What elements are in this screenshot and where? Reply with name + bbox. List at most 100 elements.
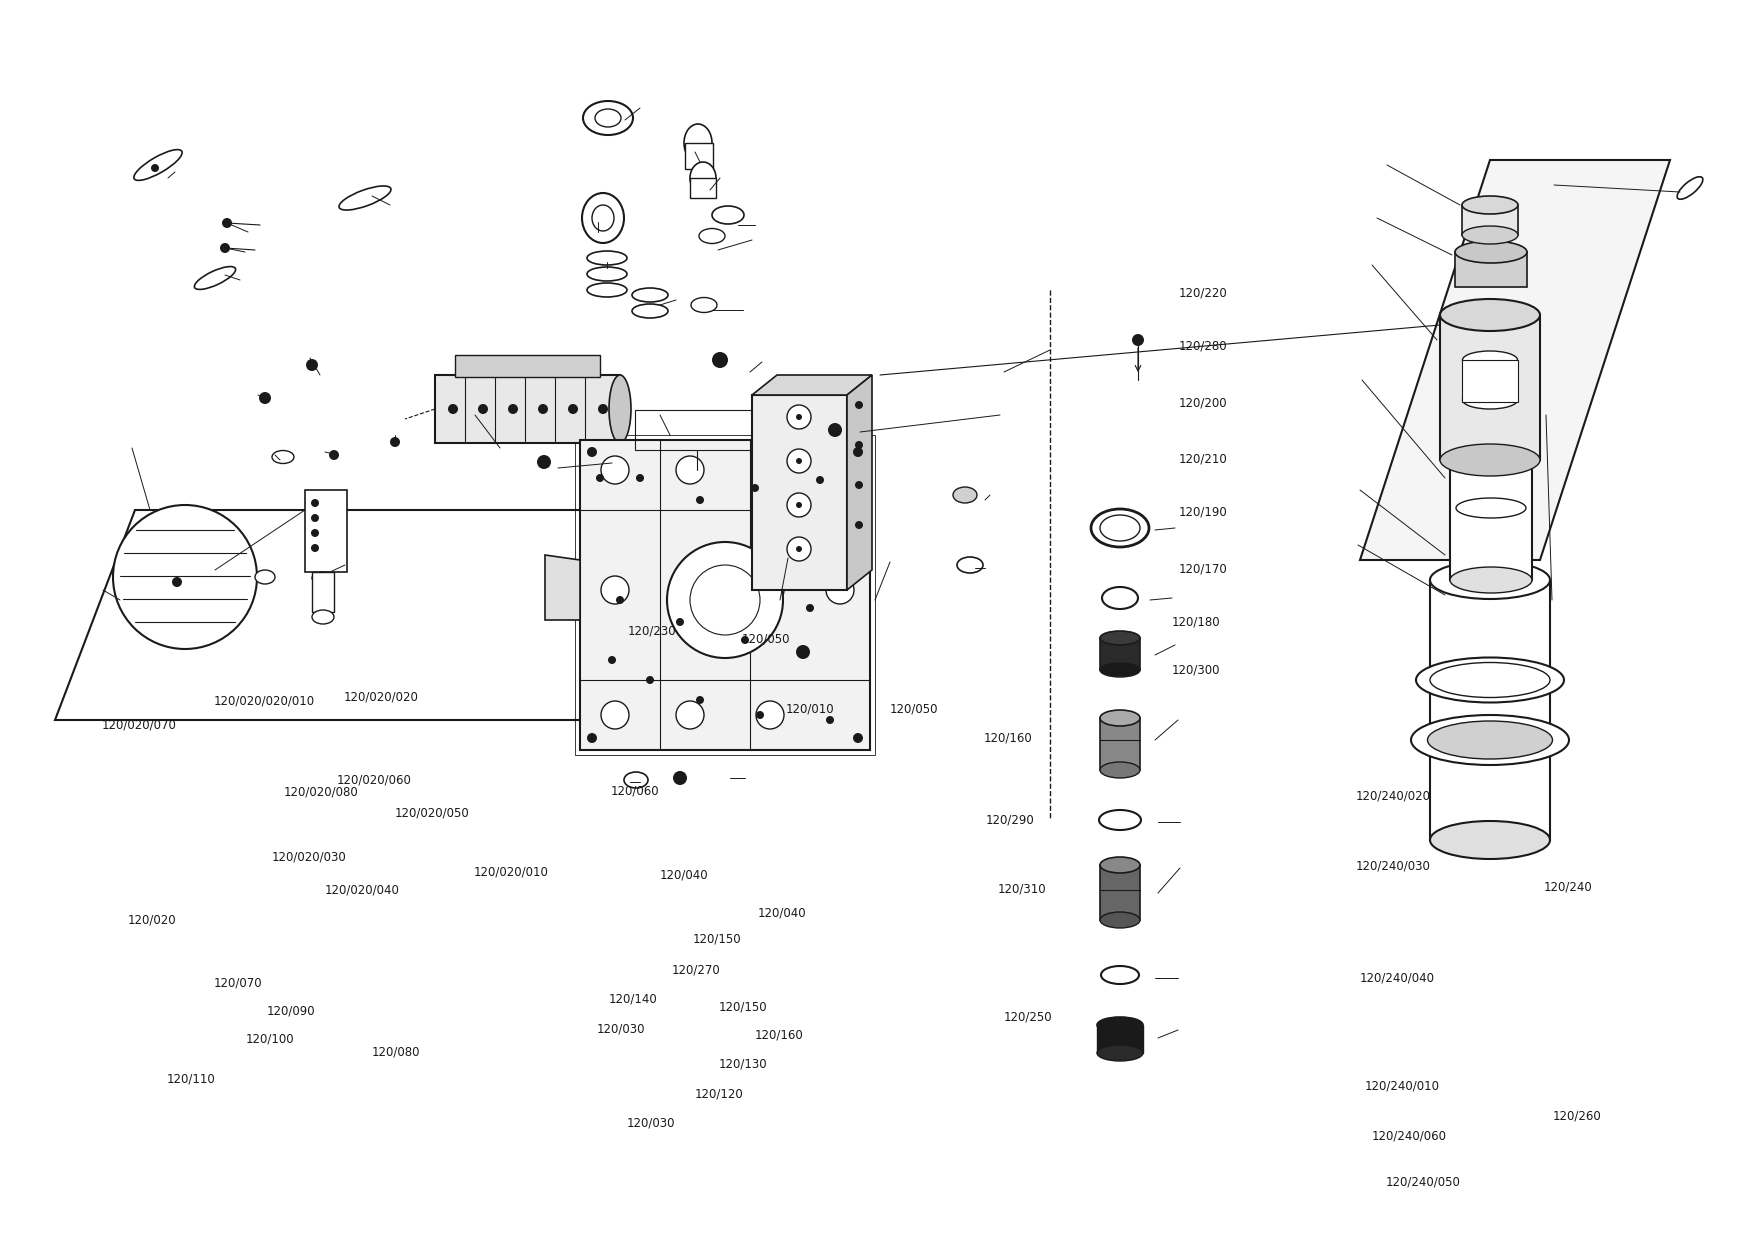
- Ellipse shape: [1100, 515, 1140, 541]
- Text: 120/040: 120/040: [758, 906, 807, 919]
- Ellipse shape: [1100, 857, 1140, 873]
- Ellipse shape: [1100, 663, 1140, 677]
- Ellipse shape: [1100, 763, 1140, 777]
- Polygon shape: [581, 440, 870, 750]
- Circle shape: [852, 446, 863, 458]
- Circle shape: [112, 505, 258, 649]
- Bar: [1100, 639, 1140, 670]
- Circle shape: [172, 577, 182, 587]
- Ellipse shape: [1677, 177, 1703, 200]
- Circle shape: [310, 515, 319, 522]
- Circle shape: [751, 484, 759, 492]
- Bar: [312, 572, 333, 613]
- Circle shape: [675, 577, 703, 604]
- Circle shape: [537, 455, 551, 469]
- Circle shape: [756, 711, 765, 719]
- Circle shape: [602, 701, 630, 729]
- Text: 120/020/020: 120/020/020: [344, 691, 419, 703]
- Circle shape: [788, 494, 810, 517]
- Ellipse shape: [1428, 720, 1552, 759]
- Text: 120/210: 120/210: [1179, 453, 1228, 465]
- Text: 120/310: 120/310: [998, 883, 1047, 895]
- Ellipse shape: [1463, 391, 1517, 409]
- Polygon shape: [847, 374, 872, 590]
- Text: 120/040: 120/040: [660, 869, 709, 882]
- Text: 120/240/010: 120/240/010: [1365, 1080, 1440, 1092]
- Bar: [1463, 360, 1517, 402]
- Text: 120/280: 120/280: [1179, 340, 1228, 352]
- Text: 120/140: 120/140: [609, 993, 658, 1006]
- Bar: [1100, 718, 1140, 770]
- Circle shape: [509, 404, 517, 414]
- Circle shape: [588, 733, 596, 743]
- Text: 120/050: 120/050: [889, 703, 938, 715]
- Text: 120/160: 120/160: [754, 1029, 803, 1042]
- Circle shape: [310, 498, 319, 507]
- Bar: [1451, 455, 1531, 580]
- Ellipse shape: [1456, 241, 1528, 263]
- Ellipse shape: [689, 162, 716, 193]
- Text: 120/070: 120/070: [214, 977, 263, 990]
- Circle shape: [602, 456, 630, 484]
- Ellipse shape: [254, 570, 275, 584]
- Bar: [435, 374, 619, 443]
- Circle shape: [826, 715, 833, 724]
- Circle shape: [667, 542, 782, 658]
- Ellipse shape: [339, 186, 391, 210]
- Text: 120/170: 120/170: [1179, 563, 1228, 575]
- Circle shape: [788, 449, 810, 472]
- Circle shape: [596, 474, 603, 482]
- Text: 120/020/010: 120/020/010: [474, 866, 549, 878]
- Bar: [1440, 315, 1540, 460]
- Circle shape: [796, 546, 802, 552]
- Ellipse shape: [1100, 631, 1140, 645]
- Text: 120/050: 120/050: [742, 632, 791, 645]
- Circle shape: [151, 164, 160, 172]
- Circle shape: [756, 456, 784, 484]
- Circle shape: [675, 701, 703, 729]
- Text: 120/020/030: 120/020/030: [272, 851, 347, 863]
- Polygon shape: [752, 374, 872, 396]
- Text: 120/110: 120/110: [167, 1073, 216, 1085]
- Text: 120/150: 120/150: [693, 932, 742, 945]
- Circle shape: [1131, 334, 1144, 346]
- Circle shape: [788, 537, 810, 560]
- Circle shape: [568, 404, 579, 414]
- Text: 120/240/030: 120/240/030: [1356, 859, 1431, 872]
- Ellipse shape: [1096, 1017, 1144, 1033]
- Text: 120/060: 120/060: [610, 785, 660, 797]
- Ellipse shape: [1451, 441, 1531, 467]
- Circle shape: [389, 436, 400, 446]
- Circle shape: [854, 521, 863, 529]
- Text: 120/090: 120/090: [267, 1004, 316, 1017]
- Circle shape: [854, 481, 863, 489]
- Text: 120/120: 120/120: [695, 1087, 744, 1100]
- Ellipse shape: [1451, 567, 1531, 593]
- Text: 120/300: 120/300: [1172, 663, 1221, 676]
- Text: 120/260: 120/260: [1552, 1110, 1601, 1122]
- Circle shape: [637, 474, 644, 482]
- Bar: [689, 179, 716, 198]
- Circle shape: [674, 771, 688, 785]
- Circle shape: [675, 618, 684, 626]
- Ellipse shape: [684, 124, 712, 162]
- Circle shape: [479, 404, 488, 414]
- Circle shape: [645, 676, 654, 684]
- Text: 120/030: 120/030: [626, 1117, 675, 1130]
- Circle shape: [447, 404, 458, 414]
- Bar: [575, 435, 875, 755]
- Ellipse shape: [1463, 226, 1517, 244]
- Ellipse shape: [1100, 911, 1140, 928]
- Ellipse shape: [1430, 560, 1551, 599]
- Circle shape: [219, 243, 230, 253]
- Text: 120/250: 120/250: [1003, 1011, 1052, 1023]
- Text: 120/010: 120/010: [786, 703, 835, 715]
- Bar: [1456, 252, 1528, 286]
- Bar: [752, 396, 847, 590]
- Ellipse shape: [582, 100, 633, 135]
- Ellipse shape: [1463, 351, 1517, 370]
- Ellipse shape: [1440, 299, 1540, 331]
- Text: 120/020/040: 120/020/040: [324, 884, 400, 897]
- Circle shape: [602, 577, 630, 604]
- Bar: [686, 143, 712, 169]
